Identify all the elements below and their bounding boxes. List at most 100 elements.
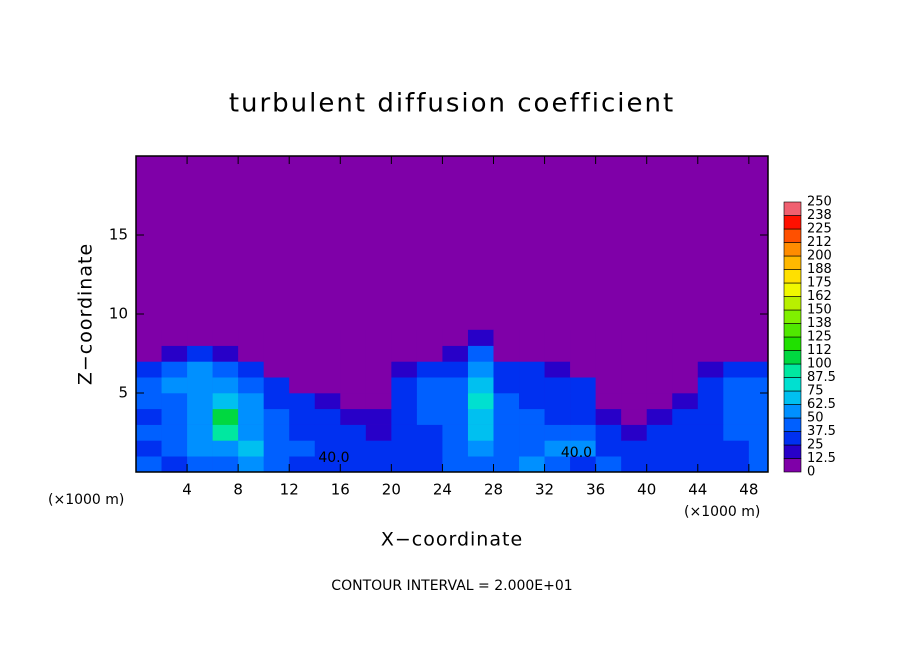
- field-cell: [570, 456, 596, 473]
- field-cell: [672, 329, 699, 346]
- field-cell: [340, 393, 367, 410]
- field-cell: [595, 361, 622, 378]
- field-cell: [416, 408, 443, 425]
- field-cell: [391, 377, 418, 394]
- field-cell: [493, 345, 520, 362]
- colorbar-swatch: [783, 363, 802, 378]
- field-cell: [289, 440, 316, 457]
- field-cell: [519, 345, 545, 362]
- field-cell: [697, 345, 724, 362]
- field-cell: [621, 456, 648, 473]
- colorbar-swatch: [783, 404, 802, 419]
- field-cell: [391, 393, 418, 410]
- y-unit: (×1000 m): [48, 492, 124, 508]
- colorbar-label: 37.5: [807, 424, 836, 439]
- field-cell: [365, 440, 392, 457]
- field-cell: [340, 329, 367, 346]
- contour-label: 40.0: [561, 445, 592, 461]
- field-cell: [672, 377, 699, 394]
- field-cell: [697, 393, 724, 410]
- colorbar-label: 12.5: [807, 451, 836, 466]
- field-cell: [365, 377, 392, 394]
- field-cell: [723, 408, 750, 425]
- field-cell: [646, 408, 673, 425]
- field-cell: [416, 440, 443, 457]
- field-cell: [467, 408, 494, 425]
- field-cell: [646, 377, 673, 394]
- colorbar-swatch: [783, 215, 802, 230]
- field-cell: [544, 377, 571, 394]
- field-cell: [595, 408, 622, 425]
- field-cell: [314, 408, 341, 425]
- colorbar-label: 125: [807, 330, 832, 345]
- field-cell: [289, 393, 316, 410]
- field-cell: [442, 424, 469, 441]
- field-cell: [212, 456, 239, 473]
- field-cell: [212, 393, 239, 410]
- field-cell: [621, 377, 648, 394]
- colorbar-swatch: [783, 390, 802, 405]
- field-cell: [748, 456, 769, 473]
- y-tick-label: 15: [109, 226, 128, 244]
- colorbar-swatch: [783, 444, 802, 459]
- field-cell: [136, 393, 162, 410]
- field-cell: [544, 345, 571, 362]
- field-cell: [723, 456, 750, 473]
- field-cell: [263, 361, 290, 378]
- field-cell: [570, 408, 596, 425]
- field-cell: [136, 377, 162, 394]
- field-cell: [493, 329, 520, 346]
- field-cell: [238, 456, 264, 473]
- field-cell: [161, 329, 188, 346]
- field-cell: [136, 345, 162, 362]
- field-cell: [340, 456, 367, 473]
- field-cell: [314, 440, 341, 457]
- field-cell: [391, 408, 418, 425]
- x-tick-label: 24: [433, 481, 452, 499]
- field-cell: [595, 424, 622, 441]
- colorbar-swatch: [783, 269, 802, 284]
- field-cell: [672, 424, 699, 441]
- field-cell: [187, 456, 213, 473]
- colorbar-swatch: [783, 336, 802, 351]
- field-cell: [621, 329, 648, 346]
- field-cell: [646, 424, 673, 441]
- colorbar-label: 188: [807, 262, 832, 277]
- field-cell: [289, 345, 316, 362]
- field-cell: [493, 361, 520, 378]
- field-cell: [391, 456, 418, 473]
- field-cell: [442, 456, 469, 473]
- field-cell: [595, 329, 622, 346]
- field-cell: [493, 377, 520, 394]
- field-cell: [467, 393, 494, 410]
- field-cell: [136, 408, 162, 425]
- field-cell: [723, 393, 750, 410]
- field-cell: [416, 424, 443, 441]
- contour-interval: CONTOUR INTERVAL = 2.000E+01: [331, 578, 572, 594]
- field-cell: [723, 440, 750, 457]
- field-cell: [161, 440, 188, 457]
- colorbar-swatch: [783, 417, 802, 432]
- field-cell: [187, 393, 213, 410]
- field-cell: [136, 424, 162, 441]
- colorbar-label: 25: [807, 438, 824, 453]
- field-cell: [442, 408, 469, 425]
- field-cell: [646, 329, 673, 346]
- field-cell: [672, 361, 699, 378]
- field-cell: [442, 393, 469, 410]
- field-cell: [519, 440, 545, 457]
- field-cell: [187, 345, 213, 362]
- field-cell: [467, 329, 494, 346]
- colorbar-label: 250: [807, 195, 832, 210]
- colorbar-swatch: [783, 323, 802, 338]
- colorbar-label: 87.5: [807, 370, 836, 385]
- x-tick-label: 40: [637, 481, 656, 499]
- chart-title: turbulent diffusion coefficient: [229, 89, 675, 119]
- field-cell: [646, 393, 673, 410]
- field-cell: [136, 440, 162, 457]
- field-cell: [519, 361, 545, 378]
- field-cell: [467, 361, 494, 378]
- field-cell: [416, 361, 443, 378]
- colorbar-label: 50: [807, 411, 824, 426]
